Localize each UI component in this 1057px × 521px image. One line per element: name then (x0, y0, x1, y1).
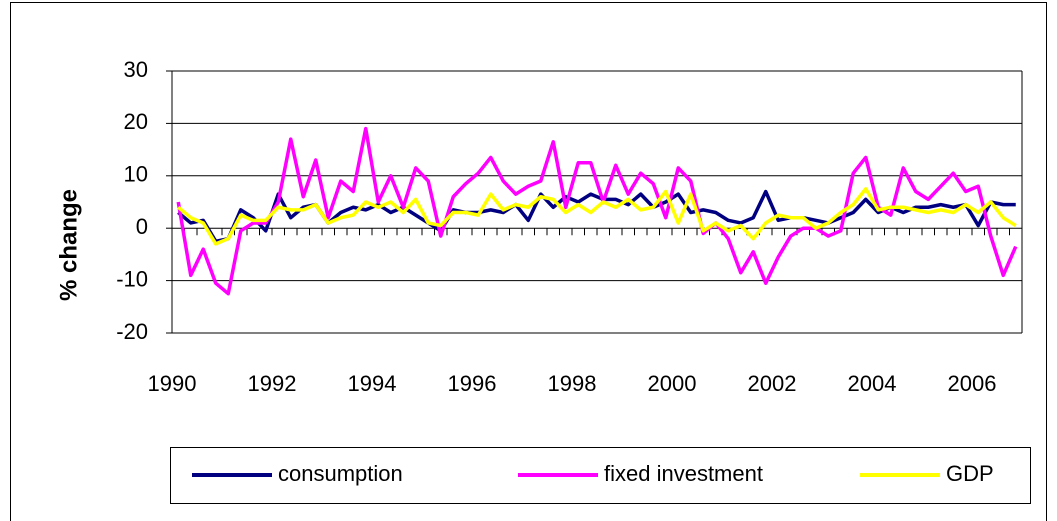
y-tick-label: 0 (136, 214, 148, 239)
line-series (177, 187, 1017, 246)
y-axis-label: % change (55, 189, 82, 301)
x-tick-label: 2004 (848, 371, 897, 396)
x-tick-label: 1994 (348, 371, 397, 396)
x-tick-label: 2002 (748, 371, 797, 396)
legend-label: fixed investment (604, 461, 763, 486)
x-tick-label: 2000 (648, 371, 697, 396)
x-tick-label: 1996 (448, 371, 497, 396)
x-tick-label: 1998 (548, 371, 597, 396)
y-tick-label: 30 (124, 57, 148, 82)
y-tick-label: -10 (116, 266, 148, 291)
x-tick-label: 1990 (148, 371, 197, 396)
x-tick-label: 2006 (948, 371, 997, 396)
legend-label: consumption (278, 461, 403, 486)
y-tick-label: 20 (124, 109, 148, 134)
line-series (176, 126, 1018, 296)
x-tick-label: 1992 (248, 371, 297, 396)
legend-label: GDP (946, 461, 994, 486)
plot-area (172, 71, 1022, 333)
y-tick-label: 10 (124, 162, 148, 187)
y-tick-label: -20 (116, 319, 148, 344)
